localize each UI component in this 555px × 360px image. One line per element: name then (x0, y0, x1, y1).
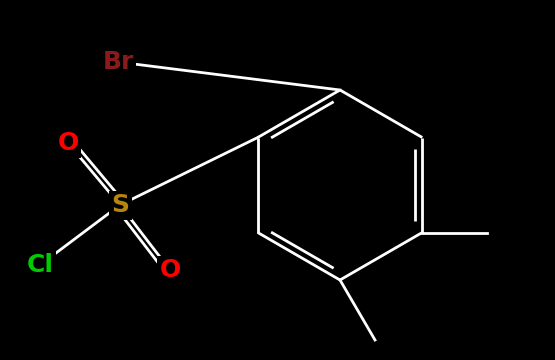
Text: O: O (57, 131, 79, 155)
Text: Br: Br (102, 50, 134, 74)
Text: S: S (111, 193, 129, 217)
Text: Cl: Cl (27, 253, 53, 277)
Text: O: O (159, 258, 180, 282)
